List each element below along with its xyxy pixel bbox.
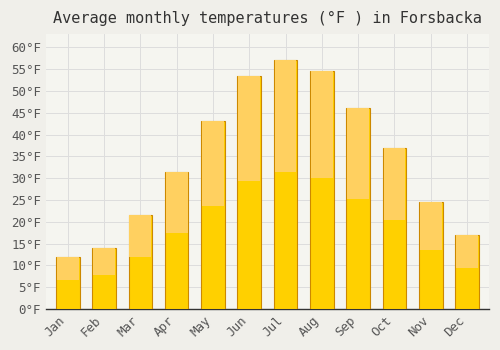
Bar — [382, 148, 406, 309]
Bar — [311, 71, 333, 178]
Bar — [274, 61, 297, 309]
Bar — [419, 202, 442, 309]
Bar — [456, 235, 479, 309]
Bar — [274, 61, 296, 172]
Bar — [166, 172, 188, 233]
Bar — [202, 121, 224, 206]
Bar — [348, 108, 369, 198]
Bar — [456, 235, 478, 268]
Bar — [128, 215, 152, 309]
Bar — [57, 257, 78, 280]
Bar — [93, 248, 115, 275]
Title: Average monthly temperatures (°F ) in Forsbacka: Average monthly temperatures (°F ) in Fo… — [53, 11, 482, 26]
Bar — [310, 71, 334, 309]
Bar — [56, 257, 80, 309]
Bar — [201, 121, 225, 309]
Bar — [238, 76, 261, 309]
Bar — [384, 148, 406, 220]
Bar — [420, 202, 442, 250]
Bar — [165, 172, 188, 309]
Bar — [92, 248, 116, 309]
Bar — [130, 215, 152, 257]
Bar — [238, 76, 260, 181]
Bar — [346, 108, 370, 309]
